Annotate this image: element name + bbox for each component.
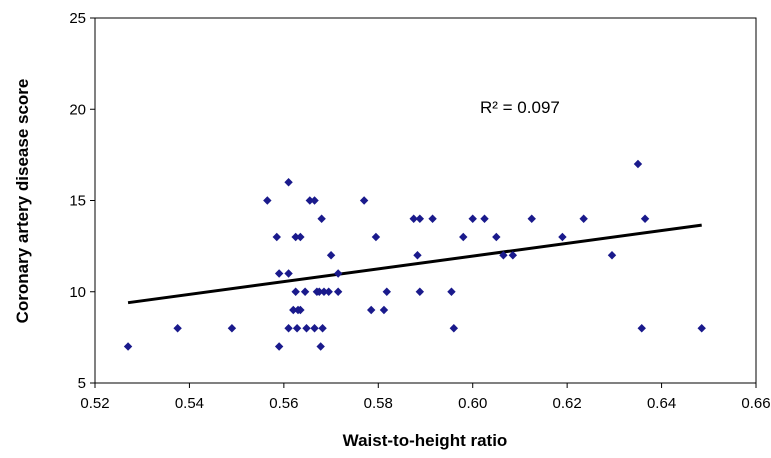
- data-point: [274, 269, 284, 278]
- data-point: [409, 214, 418, 223]
- data-point: [607, 251, 617, 260]
- data-point: [318, 324, 327, 333]
- data-point: [292, 324, 302, 333]
- data-point: [413, 251, 422, 260]
- x-tick-label: 0.60: [458, 395, 487, 412]
- data-point: [272, 232, 281, 242]
- data-point: [302, 324, 311, 333]
- x-tick-label: 0.52: [80, 395, 109, 412]
- y-tick-label: 15: [69, 193, 86, 210]
- data-point: [333, 269, 343, 278]
- data-point: [324, 287, 333, 296]
- data-point: [459, 232, 468, 242]
- data-point: [508, 251, 518, 260]
- data-point: [284, 269, 293, 278]
- data-point: [527, 214, 536, 223]
- data-point: [123, 342, 133, 351]
- data-point: [333, 287, 343, 296]
- data-point: [579, 214, 588, 223]
- data-point: [326, 251, 336, 260]
- data-point: [697, 324, 706, 333]
- data-point: [640, 214, 650, 223]
- y-tick-label: 20: [69, 101, 86, 118]
- data-point: [291, 232, 300, 242]
- y-tick-label: 10: [69, 284, 86, 301]
- data-point: [316, 342, 325, 351]
- y-axis-title: Coronary artery disease score: [13, 79, 32, 324]
- trendline-layer: [127, 223, 702, 305]
- data-point: [315, 287, 324, 296]
- data-point: [633, 159, 643, 169]
- data-point: [379, 305, 389, 315]
- y-axis-ticks: 5 10 15 20 25: [69, 10, 95, 392]
- data-point: [317, 214, 326, 223]
- x-tick-label: 0.58: [364, 395, 393, 412]
- data-point: [558, 232, 567, 242]
- data-point: [296, 305, 305, 315]
- data-point: [637, 324, 646, 333]
- x-axis-ticks: 0.52 0.54 0.56 0.58 0.60 0.62 0.64 0.66: [80, 383, 771, 412]
- data-points: [123, 159, 706, 351]
- data-point: [284, 324, 293, 333]
- data-point: [428, 214, 437, 223]
- x-tick-label: 0.56: [269, 395, 298, 412]
- r-squared-annotation: R² = 0.097: [480, 98, 560, 117]
- data-point: [359, 196, 369, 205]
- x-tick-label: 0.62: [553, 395, 582, 412]
- data-point: [173, 324, 182, 333]
- y-tick-label: 5: [78, 375, 86, 392]
- data-point: [415, 214, 425, 223]
- data-point: [284, 178, 293, 187]
- data-point: [274, 342, 284, 351]
- x-tick-label: 0.54: [175, 395, 204, 412]
- data-point: [480, 214, 489, 223]
- data-point: [227, 324, 237, 333]
- data-point: [449, 324, 459, 333]
- data-point: [310, 324, 319, 333]
- plot-area: [94, 17, 757, 384]
- data-point: [300, 287, 310, 296]
- data-point: [499, 251, 508, 260]
- data-point: [263, 196, 272, 205]
- x-tick-label: 0.66: [741, 395, 770, 412]
- y-tick-label: 25: [69, 10, 86, 27]
- data-point: [367, 305, 376, 315]
- x-tick-label: 0.64: [647, 395, 676, 412]
- linear-trendline: [127, 223, 702, 305]
- data-point: [305, 196, 315, 205]
- data-point: [492, 232, 501, 242]
- data-point: [382, 287, 391, 296]
- data-point: [289, 305, 298, 315]
- data-point: [319, 287, 329, 296]
- data-point: [468, 214, 477, 223]
- data-point: [291, 287, 300, 296]
- data-point: [296, 232, 305, 242]
- x-axis-title: Waist-to-height ratio: [343, 431, 508, 450]
- data-point: [415, 287, 425, 296]
- data-point: [310, 196, 319, 205]
- data-point: [447, 287, 456, 296]
- data-point: [371, 232, 381, 242]
